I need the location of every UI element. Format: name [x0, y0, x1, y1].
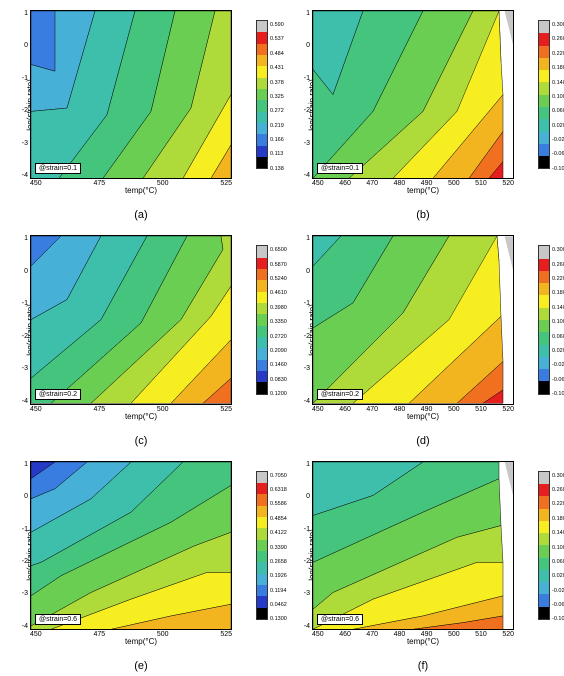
panel-f: 10-1-2-3-4450460470480490500510520log(st… [282, 451, 564, 676]
colorbar-labels: 0.5900.5370.4840.4310.3780.3250.2720.219… [270, 20, 282, 169]
panel-a: 10-1-2-3-4450475500525log(strain rate)te… [0, 0, 282, 225]
panel-b: 10-1-2-3-4450460470480490500510520log(st… [282, 0, 564, 225]
subplot-label: (d) [282, 435, 564, 451]
subplot-label: (f) [282, 660, 564, 676]
strain-label: @strain=0.2 [35, 389, 81, 400]
x-axis-label: temp(°C) [125, 637, 157, 646]
subplot-label: (e) [0, 660, 282, 676]
x-axis-label: temp(°C) [407, 637, 439, 646]
colorbar [538, 245, 550, 394]
contour-plot: @strain=0.1 [30, 10, 232, 179]
colorbar-labels: 0.70500.63180.55860.48540.41220.33900.26… [270, 471, 282, 620]
colorbar [538, 20, 550, 169]
x-axis-label: temp(°C) [125, 186, 157, 195]
subplot-label: (a) [0, 209, 282, 225]
contour-plot: @strain=0.1 [312, 10, 514, 179]
colorbar-labels: 0.3000.2600.2200.1800.1400.1000.06000.02… [552, 245, 564, 394]
panel-c: 10-1-2-3-4450475500525log(strain rate)te… [0, 225, 282, 450]
subplot-label: (c) [0, 435, 282, 451]
x-axis-label: temp(°C) [407, 412, 439, 421]
contour-plot: @strain=0.6 [30, 461, 232, 630]
subplot-label: (b) [282, 209, 564, 225]
colorbar [256, 20, 268, 169]
contour-plot: @strain=0.2 [30, 235, 232, 404]
strain-label: @strain=0.6 [317, 614, 363, 625]
colorbar-labels: 0.3000.2600.2200.1800.1400.1000.06000.02… [552, 471, 564, 620]
colorbar-labels: 0.65000.58700.52400.46100.39800.33500.27… [270, 245, 282, 394]
strain-label: @strain=0.6 [35, 614, 81, 625]
x-axis-label: temp(°C) [407, 186, 439, 195]
panel-e: 10-1-2-3-4450475500525log(strain rate)te… [0, 451, 282, 676]
panel-d: 10-1-2-3-4450460470480490500510520log(st… [282, 225, 564, 450]
x-axis-label: temp(°C) [125, 412, 157, 421]
contour-plot: @strain=0.6 [312, 461, 514, 630]
strain-label: @strain=0.1 [35, 163, 81, 174]
figure-grid: 10-1-2-3-4450475500525log(strain rate)te… [0, 0, 564, 676]
colorbar [256, 471, 268, 620]
colorbar [538, 471, 550, 620]
strain-label: @strain=0.1 [317, 163, 363, 174]
colorbar-labels: 0.3000.2600.2200.1800.1400.1000.06000.02… [552, 20, 564, 169]
strain-label: @strain=0.2 [317, 389, 363, 400]
contour-plot: @strain=0.2 [312, 235, 514, 404]
colorbar [256, 245, 268, 394]
